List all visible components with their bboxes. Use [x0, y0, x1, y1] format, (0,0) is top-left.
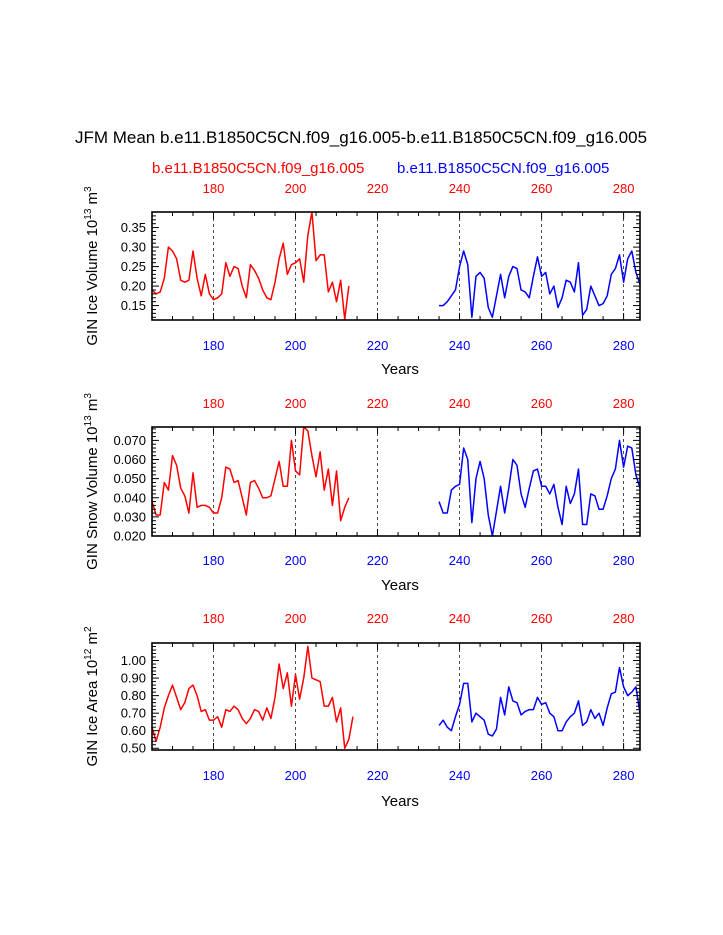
y-axis-title-superscript: 2 [83, 626, 94, 632]
panel-3: 0.50 0.60 0.70 0.80 0.90 1.00 180 180 200 200 220 2… [83, 611, 641, 810]
xtick-label-top: 220 [367, 181, 389, 196]
panel-1: 0.15 0.20 0.25 0.30 0.35 180 180 200 200 220 220 24… [83, 181, 641, 378]
xtick-label-bottom: 200 [285, 553, 307, 568]
xtick-label-bottom: 220 [367, 768, 389, 783]
figure-title: JFM Mean b.e11.B1850C5CN.f09_g16.005-b.e… [75, 128, 647, 147]
legend-left: b.e11.B1850C5CN.f09_g16.005 [152, 160, 364, 177]
xtick-label-top: 280 [613, 611, 635, 626]
ytick-label: 0.50 [121, 741, 146, 756]
xtick-label-top: 260 [531, 181, 553, 196]
xtick-label-bottom: 260 [531, 553, 553, 568]
xtick-label-top: 280 [613, 396, 635, 411]
ytick-label: 0.60 [121, 723, 146, 738]
plot-frame [151, 426, 641, 537]
xtick-label-bottom: 280 [613, 553, 635, 568]
y-axis-title: GIN Ice Area 1012 m2 [83, 626, 101, 767]
xtick-label-bottom: 200 [285, 338, 307, 353]
y-axis-title-superscript: 13 [83, 208, 94, 220]
y-axis-title-superscript: 12 [83, 648, 94, 660]
y-axis-title: GIN Snow Volume 1013 m3 [83, 393, 101, 570]
series-line-blue [439, 250, 641, 319]
xtick-label-top: 180 [203, 396, 225, 411]
xtick-label-bottom: 180 [203, 338, 225, 353]
ytick-label: 0.060 [113, 452, 146, 467]
ytick-label: 0.050 [113, 471, 146, 486]
xtick-label-top: 240 [449, 396, 471, 411]
xtick-label-bottom: 260 [531, 768, 553, 783]
ytick-label: 0.70 [121, 706, 146, 721]
y-axis-title-part: GIN Ice Volume 10 [84, 220, 101, 346]
xtick-label-bottom: 200 [285, 768, 307, 783]
ytick-label: 0.020 [113, 529, 146, 544]
xtick-label-bottom: 240 [449, 553, 471, 568]
xtick-label-top: 180 [203, 181, 225, 196]
xtick-label-top: 240 [449, 611, 471, 626]
xtick-label-top: 200 [285, 396, 307, 411]
panels: 0.15 0.20 0.25 0.30 0.35 180 180 200 200 220 220 24… [83, 181, 641, 810]
ytick-label: 0.030 [113, 509, 146, 524]
y-axis-title-part: m [84, 399, 101, 416]
y-axis-title-part: m [84, 632, 101, 649]
series-line-red [151, 211, 350, 320]
y-axis-title: GIN Ice Volume 1013 m3 [83, 186, 101, 346]
y-axis-title-part: GIN Snow Volume 10 [84, 426, 101, 569]
x-axis-title: Years [381, 577, 419, 594]
y-axis-title-superscript: 3 [83, 186, 94, 192]
xtick-label-top: 200 [285, 181, 307, 196]
xtick-label-top: 220 [367, 396, 389, 411]
ytick-label: 0.25 [121, 259, 146, 274]
xtick-label-bottom: 180 [203, 553, 225, 568]
ytick-label: 0.35 [121, 220, 146, 235]
ytick-label: 0.90 [121, 671, 146, 686]
series-line-blue [438, 439, 641, 537]
xtick-label-bottom: 220 [367, 553, 389, 568]
y-axis-title-part: GIN Ice Area 10 [84, 660, 101, 767]
xtick-label-bottom: 240 [449, 768, 471, 783]
x-axis-title: Years [381, 361, 419, 378]
xtick-label-top: 200 [285, 611, 307, 626]
y-axis-title-part: m [84, 192, 101, 209]
xtick-label-bottom: 180 [203, 768, 225, 783]
xtick-label-top: 220 [367, 611, 389, 626]
xtick-label-top: 260 [531, 396, 553, 411]
xtick-label-bottom: 260 [531, 338, 553, 353]
xtick-label-top: 180 [203, 611, 225, 626]
ytick-label: 0.070 [113, 433, 146, 448]
plot-frame [151, 211, 641, 321]
ytick-label: 0.15 [121, 298, 146, 313]
y-axis-title-superscript: 3 [83, 393, 94, 399]
xtick-label-top: 240 [449, 181, 471, 196]
y-axis-title-superscript: 13 [83, 415, 94, 427]
series-line-blue [438, 666, 641, 737]
panel-2: 0.020 0.030 0.040 0.050 0.060 0.070 180 180 200 2… [83, 393, 641, 594]
xtick-label-bottom: 240 [449, 338, 471, 353]
xtick-label-bottom: 280 [613, 338, 635, 353]
ytick-label: 0.80 [121, 688, 146, 703]
series-line-red [151, 645, 354, 749]
xtick-label-bottom: 280 [613, 768, 635, 783]
ytick-label: 0.30 [121, 240, 146, 255]
legend-right: b.e11.B1850C5CN.f09_g16.005 [397, 160, 609, 177]
x-axis-title: Years [381, 793, 419, 810]
ytick-label: 0.040 [113, 490, 146, 505]
series-line-red [151, 426, 350, 522]
xtick-label-bottom: 220 [367, 338, 389, 353]
plot-frame [151, 642, 641, 751]
ytick-label: 1.00 [121, 653, 146, 668]
ytick-label: 0.20 [121, 279, 146, 294]
xtick-label-top: 280 [613, 181, 635, 196]
xtick-label-top: 260 [531, 611, 553, 626]
